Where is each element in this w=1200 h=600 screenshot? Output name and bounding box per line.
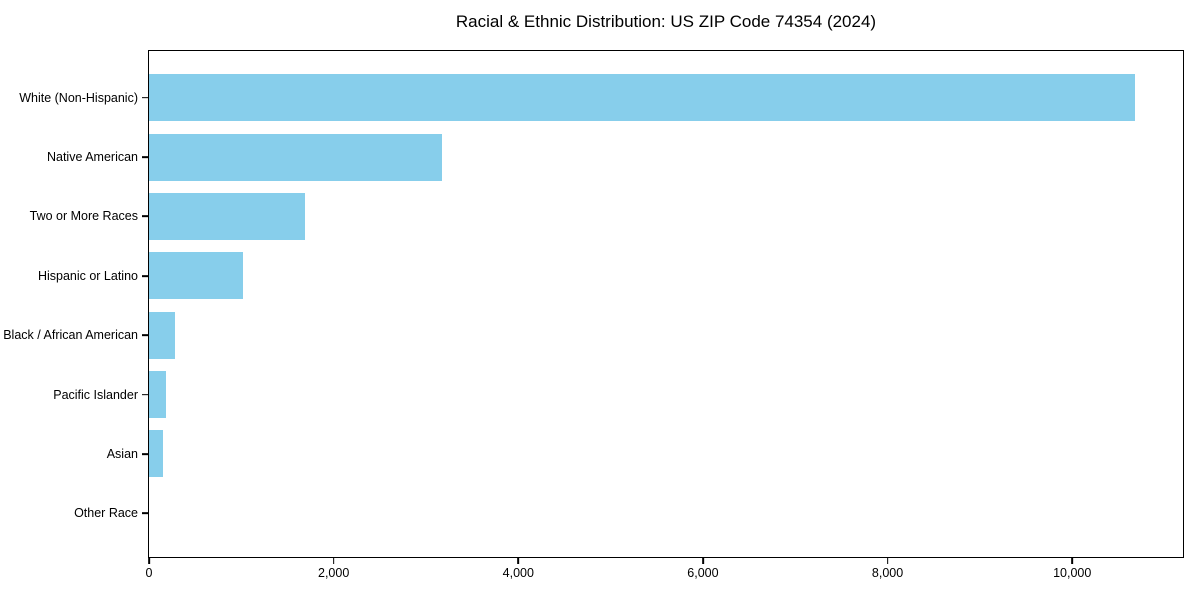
category-label: White (Non-Hispanic)	[19, 90, 138, 105]
x-tick-mark	[148, 558, 150, 564]
category-label: Hispanic or Latino	[37, 268, 138, 283]
bar-row: Pacific Islander	[53, 365, 1183, 424]
category-label: Two or More Races	[29, 209, 138, 224]
category-label: Asian	[106, 446, 138, 461]
x-tick-label: 0	[145, 566, 153, 580]
bar	[149, 311, 175, 359]
bar-row: White (Non-Hispanic)	[19, 68, 1183, 127]
y-tick-mark	[142, 156, 148, 158]
bar-row: Asian	[107, 424, 1183, 483]
x-tick-label: 10,000	[1053, 566, 1092, 580]
bar	[149, 430, 163, 478]
x-tick-mark	[702, 558, 704, 564]
x-tick-mark	[1071, 558, 1074, 564]
x-tick-mark	[332, 558, 335, 564]
y-tick-mark	[142, 393, 148, 396]
y-tick-mark	[142, 512, 148, 515]
bar-row: Hispanic or Latino	[38, 246, 1183, 305]
y-tick-mark	[142, 453, 148, 455]
chart-title: Racial & Ethnic Distribution: US ZIP Cod…	[455, 12, 877, 31]
bar	[149, 252, 244, 300]
bar	[149, 133, 442, 181]
x-tick-mark	[886, 558, 889, 564]
category-label: Pacific Islander	[53, 387, 138, 402]
category-label: Native American	[46, 150, 138, 165]
category-label: Other Race	[74, 506, 138, 521]
bar-row: Black / African American	[3, 306, 1183, 365]
bar-row: Two or More Races	[30, 187, 1183, 246]
bar	[149, 74, 1135, 122]
bar	[149, 371, 167, 419]
x-tick-label: 4,000	[502, 566, 534, 580]
category-label: Black / African American	[3, 328, 138, 343]
y-tick-mark	[142, 96, 148, 99]
y-tick-mark	[142, 334, 148, 337]
y-tick-mark	[142, 274, 148, 277]
x-tick-label: 8,000	[871, 566, 904, 580]
bar-row: Native American	[47, 127, 1183, 186]
bar-rows: White (Non-Hispanic) Native American Two o…	[3, 51, 1183, 557]
x-tick-mark	[517, 558, 520, 564]
x-tick-label: 6,000	[687, 566, 719, 580]
bar-row: Other Race	[74, 484, 1183, 543]
bar	[149, 192, 306, 240]
plot-area: White (Non-Hispanic) Native American Two o…	[3, 50, 1184, 580]
y-tick-mark	[142, 215, 148, 218]
x-tick-label: 2,000	[318, 566, 350, 580]
